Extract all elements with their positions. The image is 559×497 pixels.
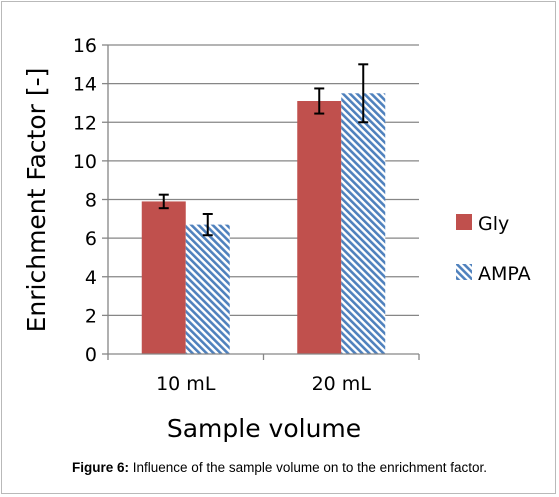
legend: Gly AMPA [456,213,531,285]
axes [102,44,420,360]
caption-text: Influence of the sample volume on to the… [129,460,487,475]
figure-caption: Figure 6: Influence of the sample volume… [0,460,559,475]
bar-ampa [185,224,230,354]
y-tick-label: 8 [85,190,97,212]
y-axis-title: Enrichment Factor [-] [22,68,51,333]
x-tick-label: 20 mL [312,373,372,395]
y-tick-label: 0 [85,344,97,366]
y-tick-label: 12 [73,112,97,134]
legend-swatch-gly [456,214,472,230]
bars [141,63,386,354]
y-tick-label: 2 [85,305,97,327]
x-tick-label: 10 mL [156,373,216,395]
y-tick-label: 4 [85,267,97,289]
bar-gly [297,101,342,354]
bar-ampa [341,93,386,354]
caption-label: Figure 6: [72,460,130,475]
y-tick-label: 6 [85,228,97,250]
legend-label-gly: Gly [478,213,509,235]
y-tick-label: 10 [73,151,97,173]
tick-labels: 0 2 4 6 8 10 12 14 16 10 mL 20 mL [73,35,372,395]
y-tick-label: 14 [73,74,97,96]
legend-swatch-ampa [456,264,472,280]
chart: 0 2 4 6 8 10 12 14 16 10 mL 20 mL Enrichment Facto… [22,35,531,443]
y-tick-label: 16 [73,35,97,57]
legend-label-ampa: AMPA [478,263,531,285]
bar-gly [141,201,186,354]
x-axis-title: Sample volume [167,414,361,443]
